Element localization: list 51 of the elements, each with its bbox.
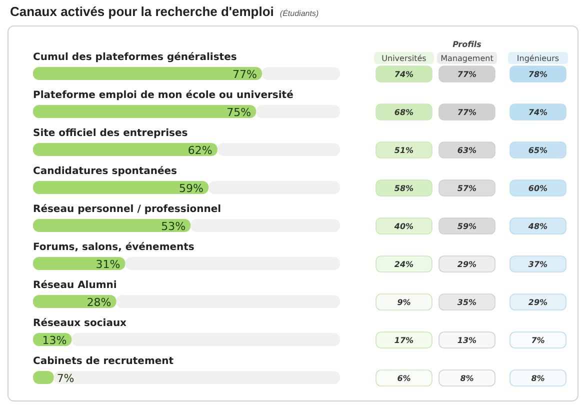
data-label: 17% — [394, 336, 414, 345]
data-label: 59% — [179, 182, 204, 195]
y-tick-label: Site officiel des entreprises — [33, 128, 188, 139]
data-label: 8% — [531, 374, 545, 383]
data-label: 48% — [527, 222, 548, 231]
data-label: 78% — [528, 70, 548, 79]
data-label: 29% — [528, 298, 548, 307]
data-label: 77% — [457, 70, 477, 79]
data-label: 77% — [232, 68, 257, 81]
data-label: 74% — [394, 70, 414, 79]
data-label: 53% — [161, 220, 186, 233]
data-label: 62% — [188, 144, 212, 157]
data-label: 29% — [457, 260, 477, 269]
data-label: 63% — [457, 146, 477, 155]
y-tick-label: Plateforme emploi de mon école ou université — [33, 90, 294, 101]
data-label: 74% — [528, 108, 548, 117]
data-label: 68% — [394, 108, 414, 117]
data-label: 51% — [394, 146, 414, 155]
data-label: 75% — [226, 106, 252, 119]
data-label: 65% — [528, 146, 548, 155]
data-label: 28% — [86, 296, 112, 309]
y-tick-label: Réseaux sociaux — [33, 318, 128, 329]
data-label: 13% — [42, 334, 67, 347]
y-tick-label: Cabinets de recrutement — [33, 356, 174, 367]
text: (Étudiants) — [280, 9, 319, 18]
data-label: 59% — [457, 222, 477, 231]
data-label: 7% — [531, 336, 545, 345]
data-label: 8% — [460, 374, 474, 383]
chart-title: Profils — [452, 40, 482, 49]
data-label: 24% — [394, 260, 414, 269]
data-label: 13% — [457, 336, 477, 345]
y-tick-label: Réseau Alumni — [33, 280, 117, 291]
y-tick-label: Cumul des plateformes généralistes — [33, 52, 237, 63]
x-tick-label: Ingénieurs — [516, 54, 560, 63]
data-label: 35% — [457, 298, 477, 307]
x-tick-label: Universités — [382, 54, 426, 63]
x-tick-label: Management — [440, 54, 494, 63]
data-label: 60% — [528, 184, 548, 193]
data-label: 6% — [397, 374, 411, 383]
data-label: 40% — [393, 222, 414, 231]
y-tick-label: Candidatures spontanées — [33, 166, 178, 177]
data-label: 58% — [394, 184, 414, 193]
data-label: 9% — [397, 298, 411, 307]
y-tick-label: Réseau personnel / professionnel — [33, 204, 222, 215]
data-label: 31% — [96, 258, 120, 271]
data-label: 77% — [457, 108, 477, 117]
y-tick-label: Forums, salons, événements — [33, 242, 194, 253]
data-label: 7% — [56, 372, 74, 385]
chart-title: Canaux activés pour la recherche d'emploi — [10, 4, 274, 19]
data-label: 57% — [457, 184, 477, 193]
data-label: 37% — [528, 260, 548, 269]
